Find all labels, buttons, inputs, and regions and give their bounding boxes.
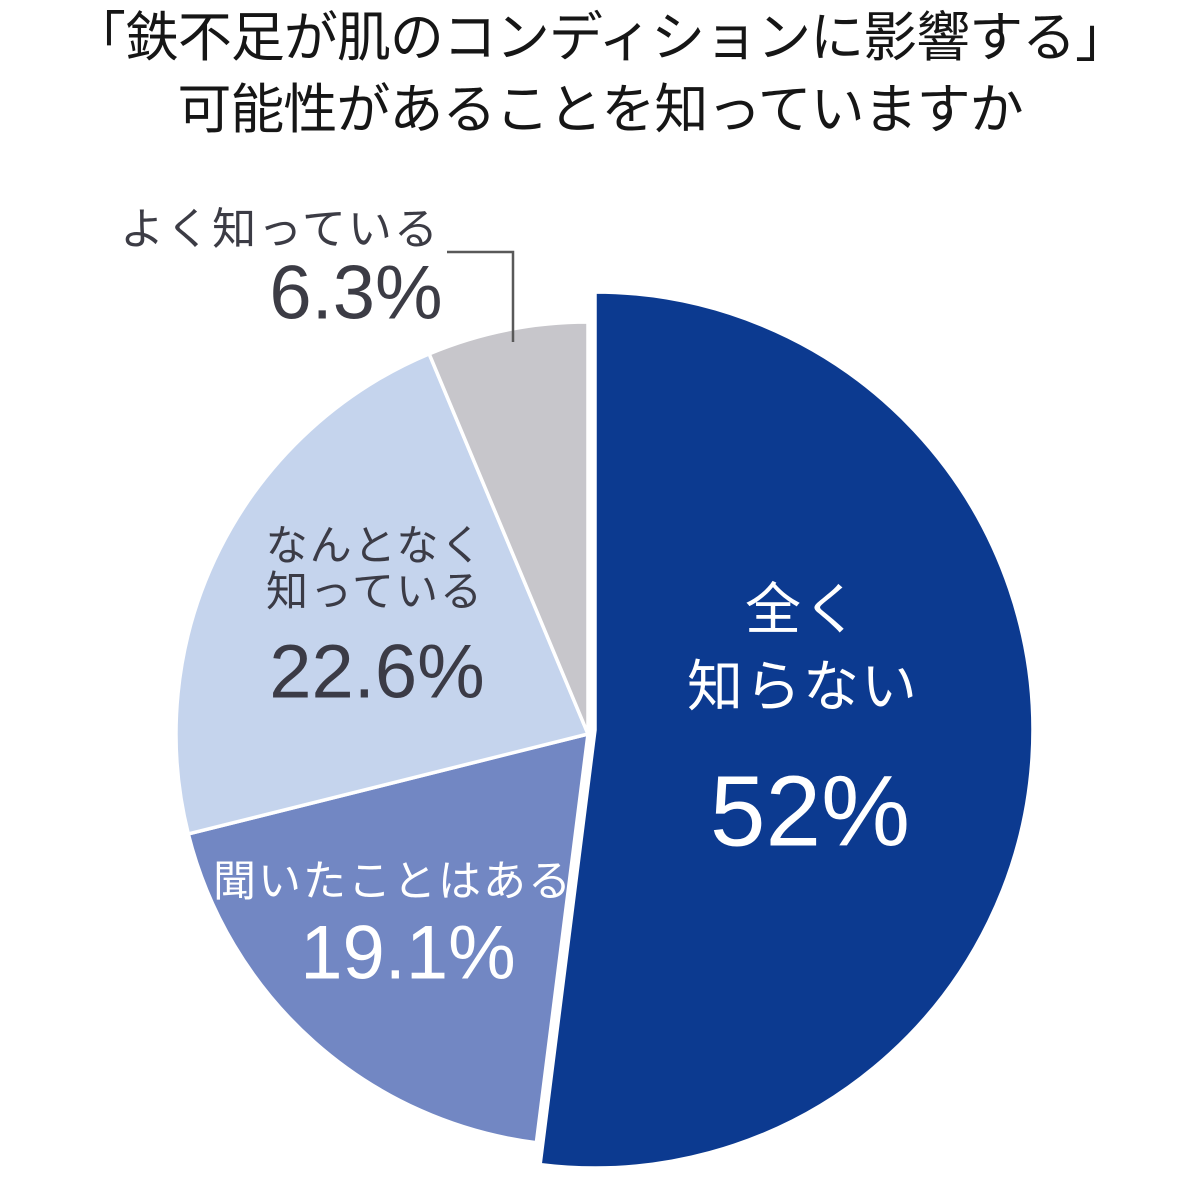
pie-slice-vaguely-know	[174, 352, 590, 836]
leader-line-know-well	[447, 250, 515, 342]
pie-slice-heard	[186, 732, 590, 1145]
pie-slice-not-know	[538, 290, 1035, 1170]
slice-value-heard: 19.1%	[300, 910, 516, 996]
slice-label-know-well: よく知っている	[120, 205, 440, 254]
slice-label-vaguely-know: なんとなく 知っている	[265, 522, 485, 615]
slice-value-vaguely-know: 22.6%	[269, 629, 485, 715]
slice-value-not-know: 52%	[709, 755, 911, 868]
pie-slice-know-well	[427, 320, 590, 736]
slice-value-know-well: 6.3%	[269, 250, 443, 336]
slice-label-not-know: 全く 知らない	[687, 578, 919, 718]
pie-slices-group	[174, 290, 1035, 1170]
chart-title: 「鉄不足が肌のコンディションに影響する」 可能性があることを知っていますか	[71, 8, 1129, 140]
slice-label-heard: 聞いたことはある	[213, 858, 573, 906]
